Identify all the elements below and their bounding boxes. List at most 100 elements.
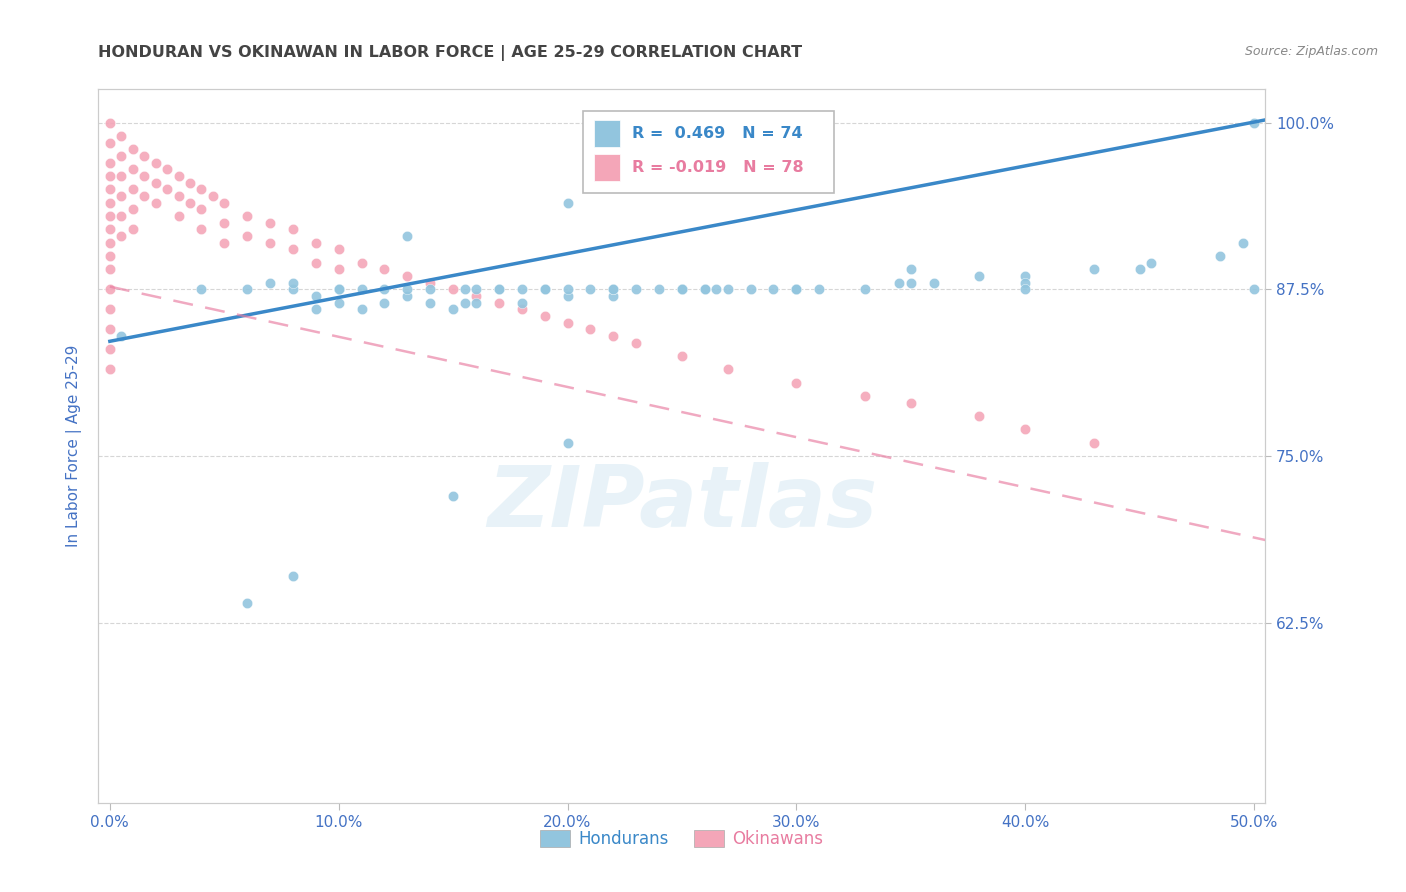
Point <box>900 262 922 277</box>
Point <box>259 235 281 250</box>
Point <box>98 155 121 169</box>
Point <box>1243 282 1265 296</box>
Point <box>373 262 395 277</box>
Point <box>98 362 121 376</box>
Point <box>305 235 328 250</box>
Point <box>110 169 132 183</box>
Point <box>328 282 350 296</box>
Point <box>1128 262 1150 277</box>
Point <box>98 302 121 317</box>
Point <box>900 276 922 290</box>
Point <box>453 295 475 310</box>
Point <box>396 268 419 283</box>
Point <box>465 282 488 296</box>
Text: ZIPatlas: ZIPatlas <box>486 461 877 545</box>
Point <box>1014 422 1036 436</box>
Point <box>190 202 212 217</box>
Point <box>167 209 190 223</box>
Point <box>853 389 876 403</box>
Point <box>717 362 740 376</box>
Point <box>373 282 395 296</box>
Text: HONDURAN VS OKINAWAN IN LABOR FORCE | AGE 25-29 CORRELATION CHART: HONDURAN VS OKINAWAN IN LABOR FORCE | AG… <box>98 45 803 61</box>
Point <box>134 149 156 163</box>
Point <box>121 142 143 156</box>
Point <box>201 189 224 203</box>
Point <box>236 209 259 223</box>
Point <box>488 295 510 310</box>
Point <box>145 155 167 169</box>
Point <box>98 169 121 183</box>
Point <box>602 282 624 296</box>
Point <box>1140 255 1163 269</box>
Point <box>602 329 624 343</box>
Point <box>717 282 740 296</box>
Point <box>602 289 624 303</box>
Point <box>145 195 167 210</box>
Point <box>1014 276 1036 290</box>
Point <box>533 282 555 296</box>
Point <box>579 282 602 296</box>
Point <box>328 242 350 256</box>
Point <box>98 209 121 223</box>
FancyBboxPatch shape <box>582 111 834 193</box>
Point <box>98 235 121 250</box>
Point <box>785 282 807 296</box>
Point <box>214 195 236 210</box>
Point <box>579 322 602 336</box>
Point <box>350 282 373 296</box>
Point <box>419 276 441 290</box>
Point <box>110 209 132 223</box>
Point <box>671 349 693 363</box>
Point <box>190 222 212 236</box>
Point <box>98 249 121 263</box>
Point <box>167 189 190 203</box>
Point <box>305 255 328 269</box>
Point <box>190 182 212 196</box>
Point <box>350 302 373 317</box>
Point <box>134 169 156 183</box>
Point <box>134 189 156 203</box>
Point <box>236 596 259 610</box>
Point <box>110 228 132 243</box>
Point <box>98 262 121 277</box>
Point <box>1243 115 1265 129</box>
Point <box>740 282 762 296</box>
Point <box>624 335 647 350</box>
Point <box>156 162 179 177</box>
Point <box>259 216 281 230</box>
Point <box>396 282 419 296</box>
Point <box>693 282 716 296</box>
Point <box>281 276 304 290</box>
Point <box>121 182 143 196</box>
Point <box>121 202 143 217</box>
Point <box>510 282 533 296</box>
Point <box>328 282 350 296</box>
Point <box>121 162 143 177</box>
Point <box>179 176 201 190</box>
Point <box>98 195 121 210</box>
Point <box>969 268 991 283</box>
Point <box>624 282 647 296</box>
Point <box>179 195 201 210</box>
Point <box>557 316 579 330</box>
Point <box>98 343 121 357</box>
Point <box>1083 435 1105 450</box>
FancyBboxPatch shape <box>595 120 620 147</box>
Point <box>889 276 911 290</box>
Point <box>704 282 727 296</box>
Point <box>441 302 464 317</box>
Point <box>190 282 212 296</box>
Point <box>853 282 876 296</box>
Point <box>465 295 488 310</box>
Point <box>785 282 807 296</box>
Point <box>98 322 121 336</box>
Text: R =  0.469   N = 74: R = 0.469 N = 74 <box>631 126 803 141</box>
Point <box>305 302 328 317</box>
Point <box>305 289 328 303</box>
Point <box>557 289 579 303</box>
Legend: Hondurans, Okinawans: Hondurans, Okinawans <box>534 823 830 855</box>
Point <box>350 255 373 269</box>
Point <box>214 235 236 250</box>
Point <box>419 295 441 310</box>
Point <box>488 282 510 296</box>
